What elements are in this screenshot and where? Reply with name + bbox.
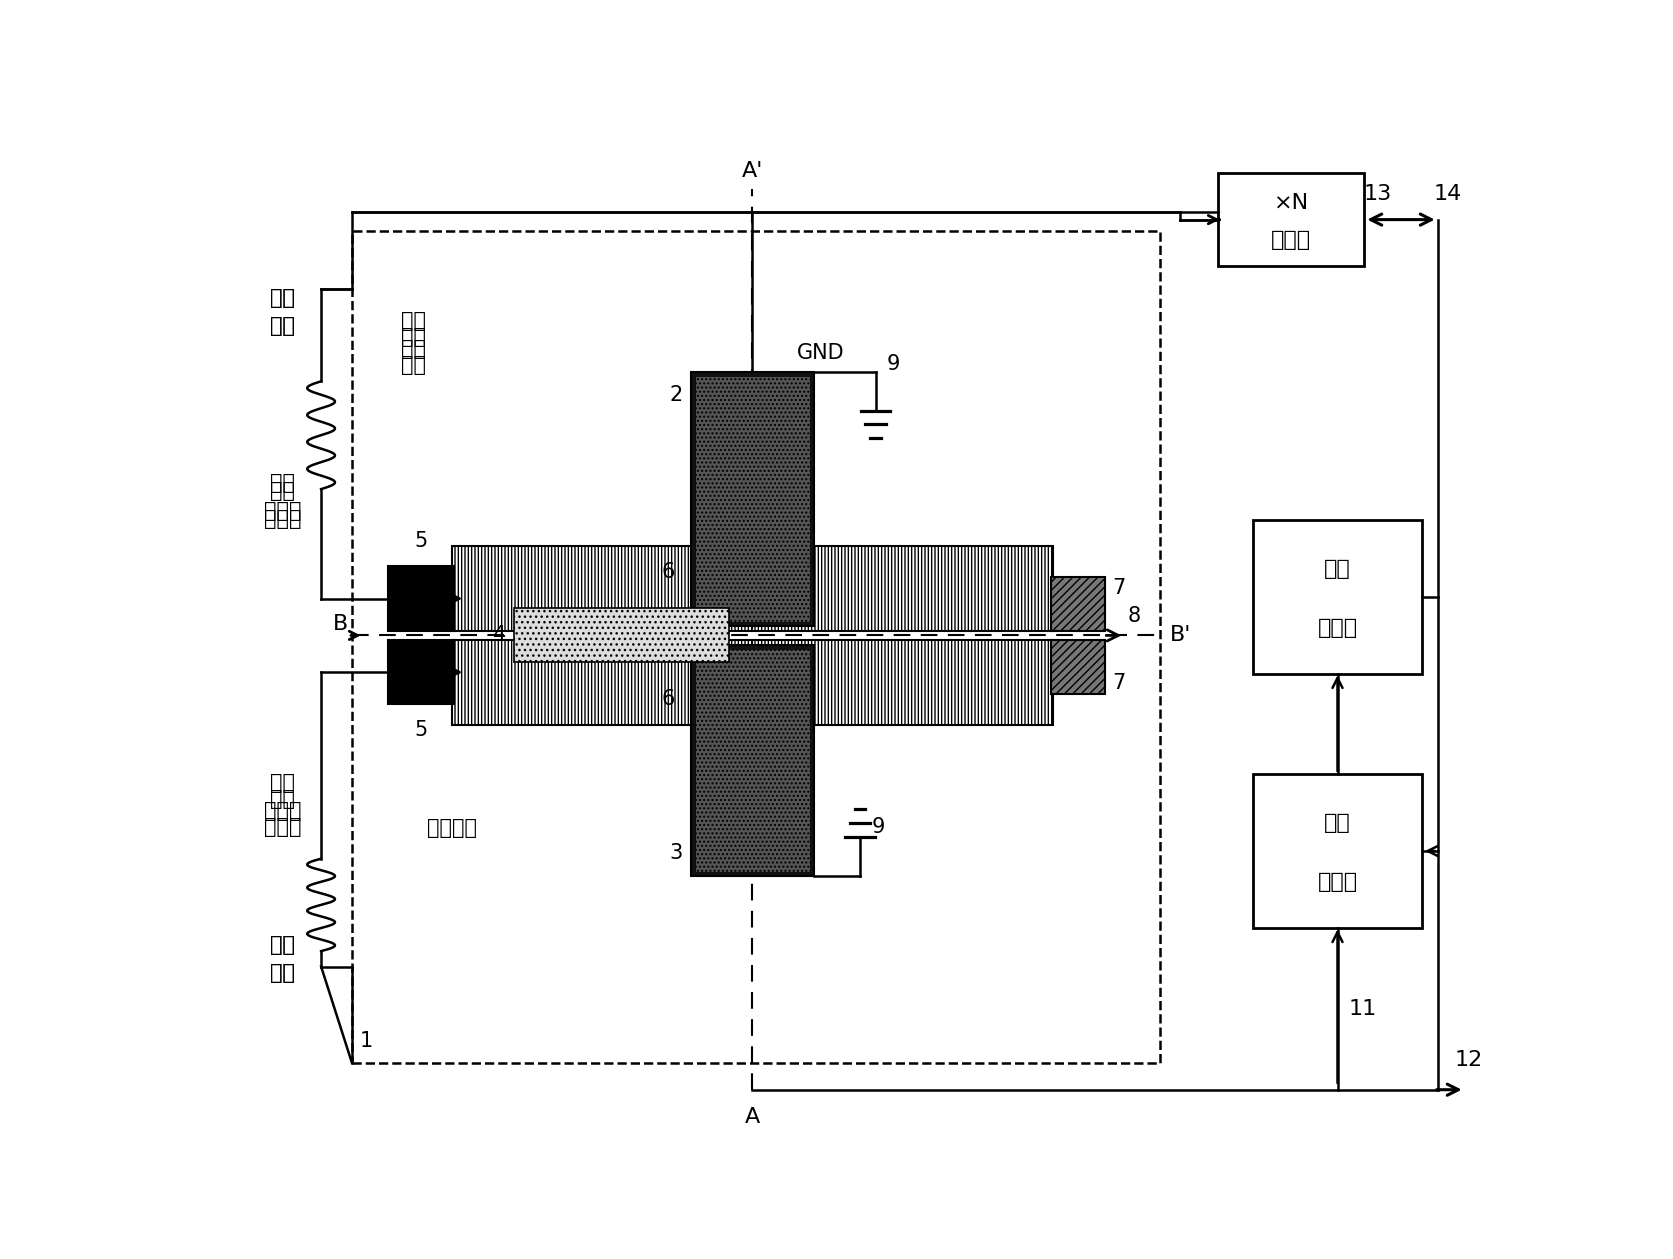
Text: 直流
偏置: 直流 偏置 xyxy=(269,935,294,983)
Text: B: B xyxy=(333,614,348,633)
Bar xyxy=(452,640,1052,725)
Text: 11: 11 xyxy=(1348,998,1377,1019)
Text: 直流
偏置: 直流 偏置 xyxy=(269,288,294,336)
Text: GND: GND xyxy=(796,342,845,363)
Text: 7: 7 xyxy=(1113,674,1126,694)
Bar xyxy=(388,567,453,631)
Text: 10: 10 xyxy=(698,388,724,408)
Text: 6: 6 xyxy=(663,690,676,709)
Bar xyxy=(514,608,729,662)
Bar xyxy=(388,640,453,704)
Text: 高频
抑流圈: 高频 抑流圈 xyxy=(264,473,301,521)
Bar xyxy=(351,232,1161,1063)
Text: 5: 5 xyxy=(415,720,427,740)
Bar xyxy=(1218,174,1365,266)
Text: ×N: ×N xyxy=(1273,193,1308,213)
Bar xyxy=(1051,577,1104,631)
Text: 10: 10 xyxy=(698,832,724,852)
Text: 6: 6 xyxy=(663,562,676,582)
Text: 3: 3 xyxy=(669,842,683,862)
Text: 1: 1 xyxy=(360,1031,373,1051)
Text: 反馈
信号: 反馈 信号 xyxy=(402,326,427,374)
Text: B': B' xyxy=(1169,626,1191,646)
Text: 高频
抑流圈: 高频 抑流圈 xyxy=(264,788,301,836)
Text: 高频
抑流圈: 高频 抑流圈 xyxy=(264,773,301,821)
Text: 乘法器: 乘法器 xyxy=(1271,230,1312,251)
Bar xyxy=(691,645,813,876)
Text: 8: 8 xyxy=(1128,606,1141,626)
Text: 振荡器: 振荡器 xyxy=(1317,618,1357,638)
Text: 12: 12 xyxy=(1454,1050,1482,1070)
Bar xyxy=(694,648,810,871)
Text: 14: 14 xyxy=(1434,184,1461,204)
Text: 反馈
信号: 反馈 信号 xyxy=(402,311,427,359)
Text: 滤波器: 滤波器 xyxy=(1317,871,1357,891)
Text: 4: 4 xyxy=(492,626,505,646)
Text: 13: 13 xyxy=(1363,184,1392,204)
Text: 低通: 低通 xyxy=(1323,813,1350,833)
Bar xyxy=(691,373,813,626)
Text: 直流
偏置: 直流 偏置 xyxy=(269,288,294,336)
Text: 5: 5 xyxy=(415,531,427,551)
Text: 直流
偏置: 直流 偏置 xyxy=(269,935,294,983)
Bar xyxy=(1253,774,1422,928)
Text: 9: 9 xyxy=(887,354,900,374)
Text: A': A' xyxy=(741,161,763,181)
Text: 2: 2 xyxy=(669,385,683,405)
Text: A: A xyxy=(744,1107,760,1127)
Bar xyxy=(694,376,810,622)
Text: 高频
抑流圈: 高频 抑流圈 xyxy=(264,481,301,529)
Text: 7: 7 xyxy=(1113,578,1126,598)
Bar xyxy=(452,546,1052,631)
Bar xyxy=(1051,640,1104,694)
Bar xyxy=(1253,520,1422,674)
Text: 压控: 压控 xyxy=(1323,559,1350,579)
Text: 参考信号: 参考信号 xyxy=(427,818,477,838)
Text: 9: 9 xyxy=(872,817,885,837)
